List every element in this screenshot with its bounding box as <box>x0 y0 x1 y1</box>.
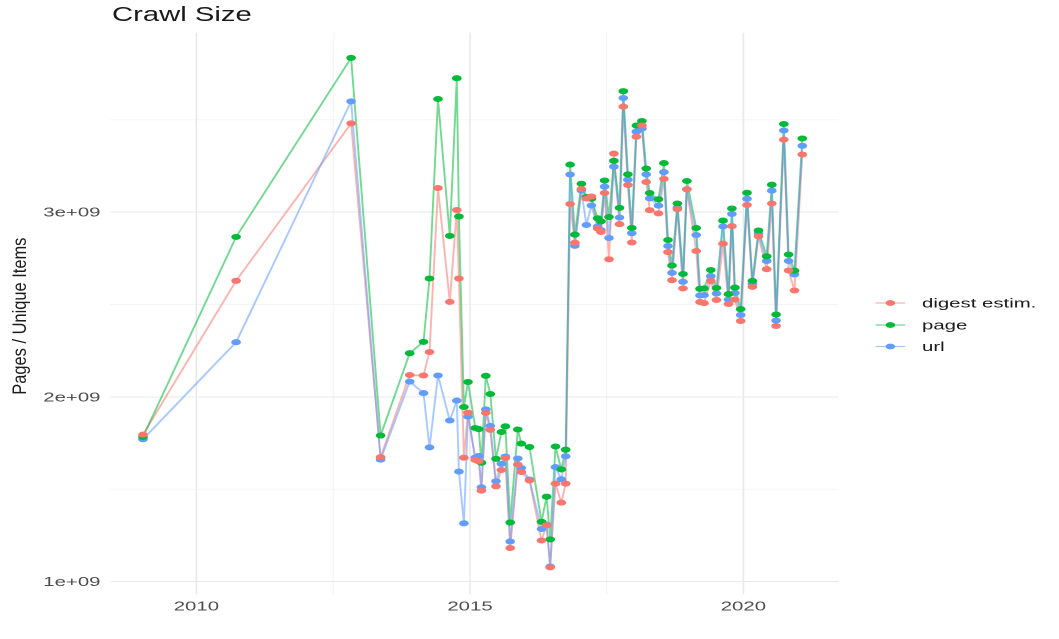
svg-text:3e+09: 3e+09 <box>43 205 100 219</box>
svg-text:2015: 2015 <box>447 599 492 613</box>
svg-text:Pages / Unique Items: Pages / Unique Items <box>9 238 31 395</box>
svg-text:url: url <box>922 340 945 354</box>
svg-text:page: page <box>922 318 967 332</box>
svg-text:Crawl Size: Crawl Size <box>112 3 252 25</box>
svg-text:2020: 2020 <box>721 599 766 613</box>
svg-text:2e+09: 2e+09 <box>43 390 100 404</box>
svg-text:digest estim.: digest estim. <box>922 296 1036 310</box>
svg-text:2010: 2010 <box>174 599 219 613</box>
svg-text:1e+09: 1e+09 <box>43 575 100 589</box>
